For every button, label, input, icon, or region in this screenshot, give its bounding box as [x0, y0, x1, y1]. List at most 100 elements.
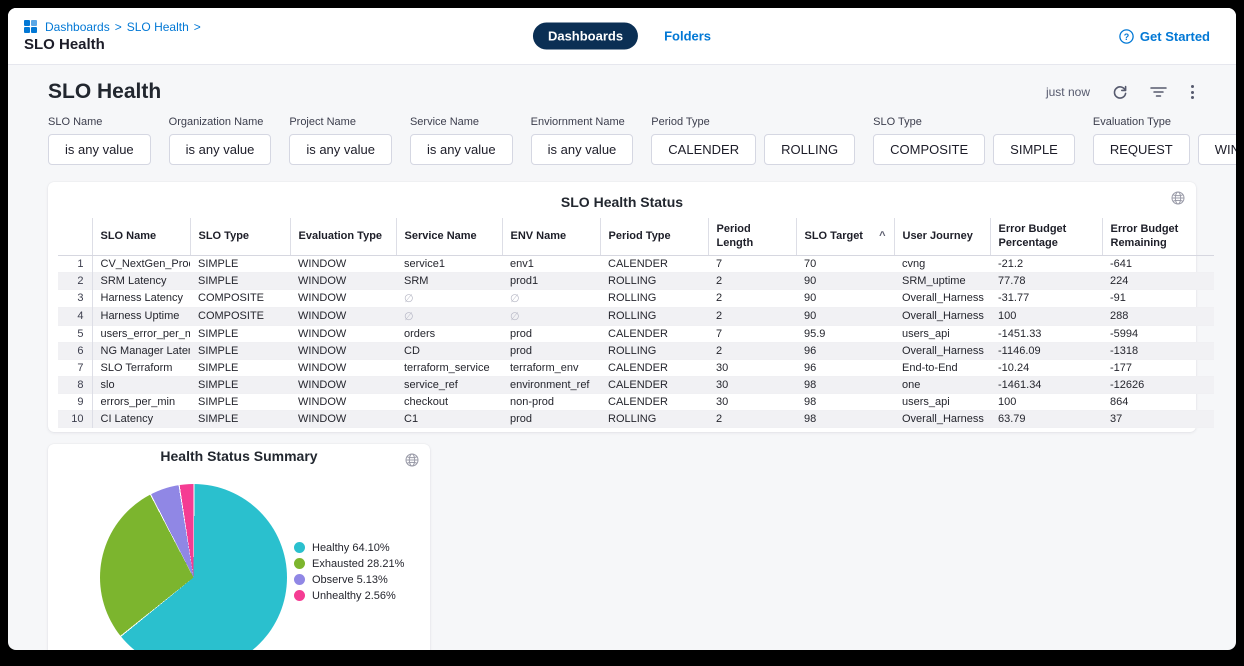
column-header-error-budget-percentage[interactable]: Error Budget Percentage	[989, 218, 1102, 256]
filter-option-composite[interactable]: COMPOSITE	[873, 134, 986, 165]
table-header-row: SLO Name SLO Type Evaluation Type Service N…	[58, 218, 1214, 256]
table-row[interactable]: 10 CI Latency SIMPLE WINDOW C1 prod ROLLING 2 98…	[58, 410, 1214, 428]
filters-toggle-button[interactable]	[1150, 86, 1167, 98]
filter-value-button[interactable]: is any value	[289, 134, 392, 165]
cell: SRM_uptime	[902, 274, 966, 287]
column-header-env-name[interactable]: ENV Name	[501, 218, 600, 256]
column-header-period-type[interactable]: Period Type	[599, 218, 708, 256]
column-header-slo-name[interactable]: SLO Name	[91, 218, 190, 256]
filter-option-rolling[interactable]: ROLLING	[764, 134, 856, 165]
cell: Harness Latency	[100, 292, 184, 305]
filter-option-window[interactable]: WINDOW	[1197, 134, 1236, 165]
table-row[interactable]: 1 CV_NextGen_Prod SIMPLE WINDOW service1 env1…	[58, 255, 1214, 273]
cell: 2	[716, 292, 723, 305]
cell: 70	[804, 257, 817, 270]
cell: 90	[804, 292, 817, 305]
filter-group-project-name: Project Name is any value	[289, 116, 392, 165]
breadcrumb-dashboards[interactable]: Dashboards	[45, 19, 110, 34]
cell: WINDOW	[298, 257, 347, 270]
cell: service_ref	[404, 378, 458, 391]
cell: slo	[100, 378, 115, 391]
cell: -1318	[1110, 344, 1139, 357]
cell: 288	[1110, 310, 1129, 323]
column-header-user-journey[interactable]: User Journey	[893, 218, 990, 256]
filter-group-evaluation-type: Evaluation Type REQUESTWINDOW	[1092, 116, 1236, 165]
cell: WINDOW	[298, 344, 347, 357]
legend-item-observe: Observe 5.13%	[294, 574, 404, 586]
cell: 63.79	[998, 412, 1026, 425]
column-header-service-name[interactable]: Service Name	[395, 218, 502, 256]
column-header-slo-target[interactable]: SLO Target ^	[795, 218, 894, 256]
filter-option-request[interactable]: REQUEST	[1092, 134, 1190, 165]
dashboard-title: SLO Health	[48, 80, 162, 103]
filter-label: Organization Name	[168, 116, 264, 128]
health-status-summary-card: Health Status Summary Healthy 64.10% Exha…	[48, 443, 430, 650]
breadcrumb-separator: >	[114, 19, 122, 34]
cell: 98	[804, 378, 817, 391]
cell: Harness Uptime	[100, 310, 180, 323]
cell: SIMPLE	[198, 395, 239, 408]
table-row[interactable]: 5 users_error_per_min SIMPLE WINDOW orders pr…	[58, 325, 1214, 343]
filter-label: SLO Name	[48, 116, 103, 128]
cell: users_api	[902, 395, 950, 408]
column-header-slo-type[interactable]: SLO Type	[189, 218, 290, 256]
table-row[interactable]: 3 Harness Latency COMPOSITE WINDOW ∅ ∅ ROLLING…	[58, 289, 1214, 308]
breadcrumb-slo-health[interactable]: SLO Health	[126, 19, 189, 34]
filter-label: Period Type	[651, 116, 710, 128]
cell: ∅	[510, 292, 520, 305]
table-title: SLO Health Status	[560, 194, 684, 210]
cell: CALENDER	[608, 257, 668, 270]
globe-icon[interactable]	[1171, 191, 1185, 210]
cell: 2	[716, 344, 723, 357]
filter-group-organization-name: Organization Name is any value	[168, 116, 272, 165]
cell: prod	[510, 412, 533, 425]
cell: Overall_Harness	[902, 344, 984, 357]
globe-icon[interactable]	[405, 453, 419, 472]
cell: -177	[1110, 361, 1133, 374]
cell: service1	[404, 257, 445, 270]
tab-dashboards[interactable]: Dashboards	[532, 22, 639, 50]
cell: SIMPLE	[198, 344, 239, 357]
cell: 2	[716, 274, 723, 287]
filter-group-service-name: Service Name is any value	[409, 116, 513, 165]
top-bar: Dashboards > SLO Health > SLO Health Das…	[8, 8, 1236, 65]
cell: SIMPLE	[198, 412, 239, 425]
column-header-error-budget-remaining[interactable]: Error Budget Remaining	[1101, 218, 1214, 256]
filter-value-button[interactable]: is any value	[409, 134, 513, 165]
row-number: 9	[58, 393, 93, 411]
filter-label: Project Name	[289, 116, 356, 128]
table-row[interactable]: 4 Harness Uptime COMPOSITE WINDOW ∅ ∅ ROLLING 2…	[58, 307, 1214, 326]
tab-folders[interactable]: Folders	[664, 28, 712, 44]
column-header-period-length[interactable]: Period Length	[707, 218, 796, 256]
cell: SIMPLE	[198, 327, 239, 340]
row-number: 3	[58, 289, 93, 308]
filter-group-slo-name: SLO Name is any value	[48, 116, 151, 165]
row-number-header	[58, 218, 92, 256]
table-row[interactable]: 2 SRM Latency SIMPLE WINDOW SRM prod1 ROLLING 2…	[58, 272, 1214, 290]
cell: -1461.34	[998, 378, 1042, 391]
more-options-button[interactable]	[1189, 83, 1196, 101]
cell: 77.78	[998, 274, 1026, 287]
table-row[interactable]: 9 errors_per_min SIMPLE WINDOW checkout non-p…	[58, 393, 1214, 411]
filter-row: SLO Name is any value Organization Name is …	[8, 104, 1236, 165]
cell: -5994	[1110, 327, 1139, 340]
table-row[interactable]: 7 SLO Terraform SIMPLE WINDOW terraform_serv…	[58, 359, 1214, 377]
filter-value-button[interactable]: is any value	[530, 134, 634, 165]
cell: terraform_service	[404, 361, 490, 374]
get-started-link[interactable]: ? Get Started	[1119, 29, 1236, 44]
refresh-button[interactable]	[1112, 84, 1128, 100]
table-row[interactable]: 8 slo SIMPLE WINDOW service_ref environment_r…	[58, 376, 1214, 394]
filter-value-button[interactable]: is any value	[48, 134, 151, 165]
row-number: 1	[58, 255, 93, 273]
cell: ∅	[404, 310, 414, 323]
pie-chart[interactable]	[100, 483, 287, 650]
filter-option-calender[interactable]: CALENDER	[651, 134, 757, 165]
table-row[interactable]: 6 NG Manager Latency SIMPLE WINDOW CD prod ROL…	[58, 342, 1214, 360]
filter-value-button[interactable]: is any value	[168, 134, 272, 165]
get-started-label: Get Started	[1139, 28, 1210, 44]
filter-option-simple[interactable]: SIMPLE	[993, 134, 1075, 165]
cell: WINDOW	[298, 310, 347, 323]
pie-legend: Healthy 64.10% Exhausted 28.21% Observe 5.…	[294, 542, 404, 602]
column-header-evaluation-type[interactable]: Evaluation Type	[289, 218, 396, 256]
legend-dot-icon	[294, 542, 305, 554]
